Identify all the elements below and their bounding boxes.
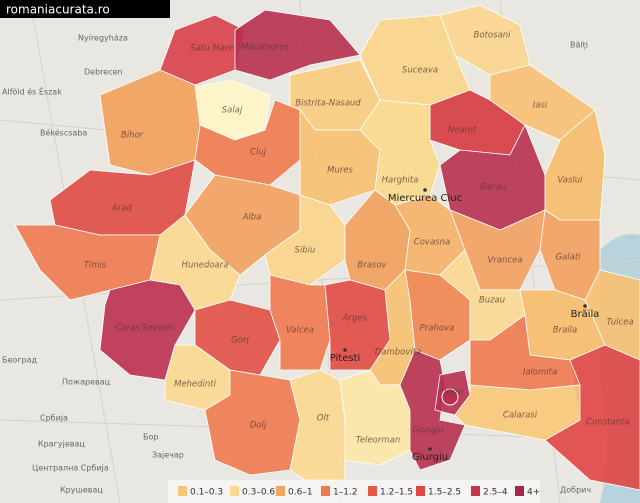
city-dot: [423, 188, 427, 192]
county-label: Vaslui: [557, 176, 583, 186]
legend-box: [168, 480, 540, 503]
counties: [14, 4, 640, 491]
county-label: Bistrita-Nasaud: [295, 99, 361, 109]
place-label: Зајечар: [152, 451, 184, 460]
county-label: Bacau: [480, 183, 506, 193]
county-label: Brasov: [357, 261, 387, 271]
place-label: Крагујевац: [38, 440, 85, 449]
county-label: Braila: [553, 326, 577, 336]
place-label: Добрич: [560, 486, 591, 495]
county-label: Satu Mare: [190, 44, 233, 54]
county-label: Iasi: [533, 101, 548, 111]
legend-swatch: [321, 486, 330, 496]
county-label: Mures: [327, 166, 353, 176]
county-label: Ialomita: [523, 368, 557, 378]
city-dot: [343, 348, 347, 352]
county: [454, 384, 581, 441]
county-label: Calarasi: [503, 411, 538, 421]
county-label: Buzau: [479, 296, 505, 306]
county-label: Neamt: [448, 126, 477, 136]
county-label: Bihor: [121, 131, 144, 141]
legend-label: 0.1–0.3: [190, 488, 223, 498]
county-label: Arad: [111, 204, 133, 214]
header-bar: [0, 0, 170, 18]
labels: Satu Mare Maramures Botosani Suceava Salaj Bi…: [2, 31, 634, 495]
site-name: romaniacurata.ro: [6, 3, 110, 17]
legend-swatch: [471, 486, 480, 496]
county-label: Dambovita: [375, 348, 422, 358]
capital: [441, 388, 459, 406]
county-label: Giurgiu: [413, 426, 444, 436]
legend-swatch: [416, 486, 425, 496]
county-label: Alba: [242, 213, 262, 223]
county-label: Cluj: [250, 148, 267, 158]
legend: 0.1–0.3 0.3–0.6 0.6–1 1–1.2 1.2–1.5 1.5–2.5 2.…: [178, 486, 540, 498]
county-label: Mehedinti: [174, 380, 217, 390]
county: [234, 9, 361, 81]
legend-label: 0.6–1: [288, 488, 313, 498]
legend-label: 2.5–4: [483, 488, 508, 498]
legend-swatch: [230, 486, 239, 496]
county-label: Timis: [84, 261, 107, 271]
place-label: Alföld és Észak: [2, 86, 62, 97]
place-label: Пожаревац: [62, 378, 111, 387]
county-label: Suceava: [402, 66, 438, 76]
city-label: Brăila: [571, 309, 600, 320]
city-dot: [583, 304, 587, 308]
county: [584, 269, 640, 361]
county-label: Teleorman: [356, 436, 401, 446]
county-label: Salaj: [222, 106, 243, 116]
county-label: Covasna: [414, 238, 450, 248]
county-label: Harghita: [382, 176, 419, 186]
city-label: Pitesti: [330, 353, 361, 364]
county-label: Vrancea: [487, 256, 522, 266]
city-label: Miercurea Ciuc: [388, 193, 462, 204]
place-label: Бор: [143, 433, 158, 442]
legend-label: 1–1.2: [333, 488, 358, 498]
county-label: Galati: [555, 253, 581, 263]
place-label: Централна Србија: [32, 464, 109, 473]
place-label: Békéscsaba: [40, 128, 87, 138]
county-label: Tulcea: [606, 318, 633, 328]
legend-label: 4+: [527, 488, 540, 498]
county-label: Prahova: [420, 324, 455, 334]
legend-swatch: [178, 486, 187, 496]
county-label: Hunedoara: [182, 261, 229, 271]
county-label: Sibiu: [295, 246, 316, 256]
legend-swatch: [515, 486, 524, 496]
county-label: Gorj: [231, 336, 249, 346]
county-label: Botosani: [474, 31, 512, 41]
county-label: Constanta: [586, 418, 629, 428]
legend-label: 1.5–2.5: [428, 488, 461, 498]
county-label: Dolj: [250, 421, 267, 431]
city-dot: [428, 447, 432, 451]
legend-swatch: [276, 486, 285, 496]
place-label: Bălți: [570, 41, 588, 51]
county-label: Olt: [317, 414, 330, 424]
legend-swatch: [368, 486, 377, 496]
county-label: Ilfov: [444, 388, 463, 398]
county-label: Caras Severin: [115, 324, 174, 334]
county-label: Valcea: [286, 326, 314, 336]
legend-label: 1.2–1.5: [380, 488, 413, 498]
place-label: Београд: [2, 356, 37, 365]
place-label: Debrecen: [84, 68, 123, 77]
city-label: Giurgiu: [412, 452, 448, 463]
place-label: Србија: [40, 414, 68, 423]
place-label: Крушевац: [60, 486, 103, 495]
county-label: Maramures: [241, 43, 290, 53]
place-label: Nyíregyháza: [78, 34, 128, 43]
legend-label: 0.3–0.6: [242, 488, 275, 498]
county-label: Arges: [342, 314, 368, 324]
